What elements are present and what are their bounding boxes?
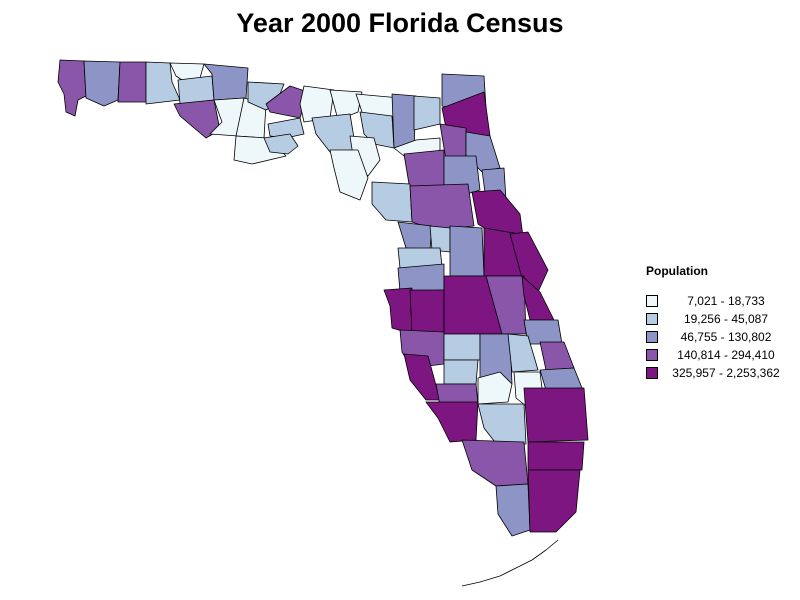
- county-region: [209, 97, 245, 137]
- county-region: [397, 221, 433, 251]
- county-region: [329, 149, 369, 201]
- county-region: [527, 469, 581, 533]
- county-region: [383, 287, 413, 335]
- county-region: [403, 353, 441, 401]
- county-region: [527, 441, 585, 471]
- county-region: [409, 289, 445, 335]
- legend-item: 325,957 - 2,253,362: [646, 364, 788, 382]
- county-region: [477, 403, 527, 447]
- legend-label: 140,814 - 294,410: [677, 348, 775, 362]
- county-region: [539, 367, 583, 391]
- legend-title: Population: [646, 264, 708, 278]
- legend-label: 19,256 - 45,087: [683, 312, 769, 326]
- county-region: [83, 60, 121, 107]
- legend: Population 7,021 - 18,733 19,256 - 45,08…: [646, 264, 788, 382]
- county-region: [311, 113, 357, 153]
- county-region: [461, 439, 529, 487]
- county-region: [177, 75, 215, 105]
- county-region: [371, 181, 413, 223]
- map-title: Year 2000 Florida Census: [236, 8, 564, 38]
- legend-item: 19,256 - 45,087: [646, 310, 788, 328]
- county-region: [425, 401, 479, 443]
- county-region: [443, 359, 479, 385]
- county-region: [359, 111, 395, 149]
- county-region: [413, 95, 441, 131]
- county-region: [57, 59, 87, 117]
- county-region: [443, 333, 481, 361]
- legend-item: 46,755 - 130,802: [646, 328, 788, 346]
- county-region: [523, 387, 589, 443]
- county-region: [409, 183, 475, 231]
- county-region: [449, 225, 485, 277]
- county-region: [495, 483, 531, 537]
- legend-item: 140,814 - 294,410: [646, 346, 788, 364]
- county-region: [477, 371, 513, 405]
- legend-swatch: [646, 295, 658, 307]
- county-region: [263, 133, 299, 155]
- county-region: [539, 341, 575, 371]
- county-region: [509, 231, 549, 293]
- legend-label: 46,755 - 130,802: [680, 330, 772, 344]
- legend-swatch: [646, 313, 658, 325]
- legend-swatch: [646, 349, 658, 361]
- legend-item: 7,021 - 18,733: [646, 292, 788, 310]
- legend-label: 325,957 - 2,253,362: [672, 366, 780, 380]
- county-region: [145, 61, 181, 105]
- county-region: [329, 89, 363, 121]
- legend-label: 7,021 - 18,733: [687, 294, 765, 308]
- legend-swatch: [646, 331, 658, 343]
- county-region: [507, 333, 539, 373]
- legend-swatch: [646, 367, 658, 379]
- county-region: [397, 263, 445, 293]
- county-region: [267, 117, 305, 139]
- county-region: [117, 61, 147, 103]
